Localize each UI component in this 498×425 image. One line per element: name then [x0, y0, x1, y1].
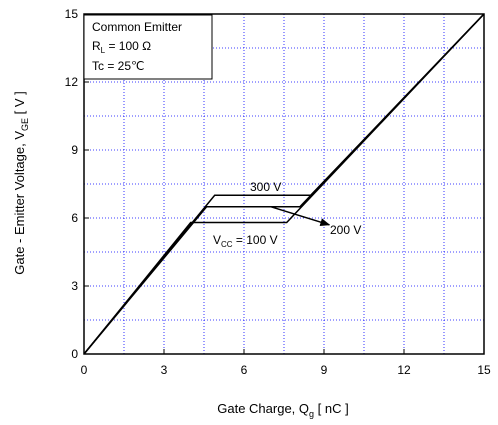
condition-line-2: RL = 100 Ω — [92, 39, 151, 55]
x-tick-label: 12 — [397, 363, 411, 377]
x-tick-label: 9 — [321, 363, 328, 377]
label-200v: 200 V — [330, 223, 361, 237]
label-300v: 300 V — [250, 180, 281, 194]
series-lines — [83, 13, 485, 355]
condition-line-1: Common Emitter — [92, 20, 182, 34]
y-axis-label: Gate - Emitter Voltage, VGE [ V ] — [12, 91, 30, 275]
y-tick-label: 12 — [65, 75, 79, 89]
x-tick-label: 3 — [161, 363, 168, 377]
label-100v: VCC = 100 V — [213, 233, 278, 249]
y-tick-label: 9 — [71, 143, 78, 157]
x-axis-label: Gate Charge, Qg [ nC ] — [217, 401, 348, 419]
y-tick-label: 15 — [65, 7, 79, 21]
y-tick-label: 0 — [71, 347, 78, 361]
x-tick-label: 0 — [81, 363, 88, 377]
conditions-box: Common Emitter RL = 100 Ω Tc = 25℃ — [83, 14, 213, 80]
series-line-3 — [83, 13, 485, 355]
x-tick-label: 6 — [241, 363, 248, 377]
pointer-arrow-200v — [270, 205, 331, 226]
condition-line-3: Tc = 25℃ — [92, 59, 145, 73]
axis-ticks: 0 3 6 9 12 15 0 3 6 9 12 15 — [65, 7, 491, 377]
y-tick-label: 6 — [71, 211, 78, 225]
plot-frame — [83, 13, 485, 355]
x-tick-label: 15 — [477, 363, 491, 377]
y-tick-label: 3 — [71, 279, 78, 293]
